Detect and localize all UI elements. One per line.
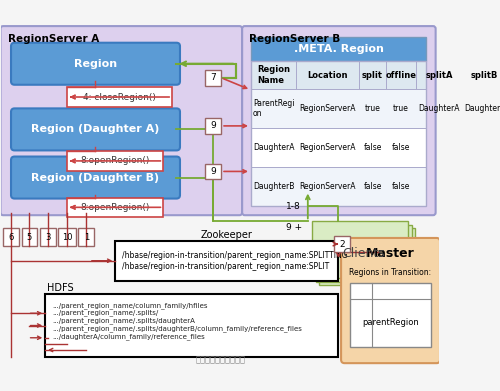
FancyBboxPatch shape — [242, 26, 436, 215]
Text: 4: closeRegion(): 4: closeRegion() — [83, 93, 156, 102]
Bar — [67, 151, 164, 170]
Text: Clients: Clients — [342, 247, 385, 260]
Text: false: false — [392, 182, 410, 191]
Text: 1: 1 — [84, 233, 89, 242]
Bar — [67, 87, 172, 107]
Text: /hbase/region-in-transition/parent_region_name:SPLITTING
/hbase/region-in-transi: /hbase/region-in-transition/parent_regio… — [122, 251, 348, 271]
Bar — [251, 61, 426, 89]
Text: 7: 7 — [210, 73, 216, 82]
Text: 9 +: 9 + — [286, 223, 302, 232]
Bar — [78, 228, 94, 246]
Text: Regions in Transition:: Regions in Transition: — [349, 267, 431, 276]
Text: Region (Daughter B): Region (Daughter B) — [32, 172, 160, 183]
Text: 1-8: 1-8 — [286, 202, 300, 211]
Text: splitA: splitA — [426, 71, 453, 80]
FancyBboxPatch shape — [0, 26, 242, 215]
Text: true: true — [364, 104, 380, 113]
Bar — [45, 294, 339, 357]
Text: DaughterB: DaughterB — [253, 182, 294, 191]
Bar — [22, 228, 38, 246]
Text: 大数据开发运维架构师: 大数据开发运维架构师 — [196, 355, 246, 364]
Bar — [319, 228, 416, 285]
Text: splitB: splitB — [471, 71, 498, 80]
FancyBboxPatch shape — [11, 156, 180, 199]
Bar — [206, 163, 221, 179]
Text: 8:openRegion(): 8:openRegion() — [80, 156, 150, 165]
Bar — [3, 228, 19, 246]
Bar — [40, 228, 56, 246]
Text: 6: 6 — [8, 233, 14, 242]
Text: DaughterA: DaughterA — [253, 143, 294, 152]
Text: Region: Region — [74, 59, 117, 69]
Text: 5: 5 — [27, 233, 32, 242]
Bar — [334, 236, 350, 252]
Bar — [312, 221, 408, 278]
Text: offline: offline — [386, 71, 416, 80]
Text: Region
Name: Region Name — [257, 65, 290, 85]
Text: parentRegion: parentRegion — [362, 318, 419, 327]
Text: HDFS: HDFS — [47, 283, 74, 293]
Text: true: true — [393, 104, 409, 113]
FancyBboxPatch shape — [341, 238, 440, 363]
Bar — [67, 198, 164, 217]
Text: Location: Location — [308, 71, 348, 80]
Text: DaughterB: DaughterB — [464, 104, 500, 113]
Bar — [115, 242, 338, 281]
Text: 8:openRegion(): 8:openRegion() — [80, 203, 150, 212]
Text: .META. Region: .META. Region — [294, 44, 384, 54]
Text: Region (Daughter A): Region (Daughter A) — [32, 124, 160, 135]
Bar — [316, 225, 412, 282]
Text: .../parent_region_name/column_family/hfiles
.../parent_region_name/.splits/
.../: .../parent_region_name/column_family/hfi… — [52, 302, 302, 340]
Bar — [206, 118, 221, 134]
Bar — [206, 70, 221, 86]
Bar — [251, 89, 426, 128]
Text: ParentRegi
on: ParentRegi on — [253, 99, 294, 118]
Text: RegionServerA: RegionServerA — [300, 143, 356, 152]
Text: DaughterA: DaughterA — [418, 104, 460, 113]
Bar — [58, 228, 76, 246]
Text: Zookeeper: Zookeeper — [201, 230, 253, 240]
Text: 9: 9 — [210, 121, 216, 131]
Text: false: false — [392, 143, 410, 152]
Text: 3: 3 — [45, 233, 51, 242]
Text: 10: 10 — [62, 233, 72, 242]
Text: 9: 9 — [210, 167, 216, 176]
Text: 2: 2 — [339, 240, 345, 249]
Text: RegionServerA: RegionServerA — [300, 104, 356, 113]
Text: false: false — [364, 182, 382, 191]
Bar — [251, 37, 426, 61]
Text: RegionServerA: RegionServerA — [300, 182, 356, 191]
Bar — [251, 61, 426, 206]
Text: false: false — [364, 143, 382, 152]
Text: RegionServer A: RegionServer A — [8, 34, 99, 44]
Bar — [251, 167, 426, 206]
Text: Master: Master — [366, 247, 415, 260]
FancyBboxPatch shape — [11, 43, 180, 85]
Text: split: split — [362, 71, 383, 80]
Text: RegionServer B: RegionServer B — [249, 34, 340, 44]
FancyBboxPatch shape — [11, 108, 180, 151]
Bar — [350, 283, 432, 346]
Bar — [251, 128, 426, 167]
